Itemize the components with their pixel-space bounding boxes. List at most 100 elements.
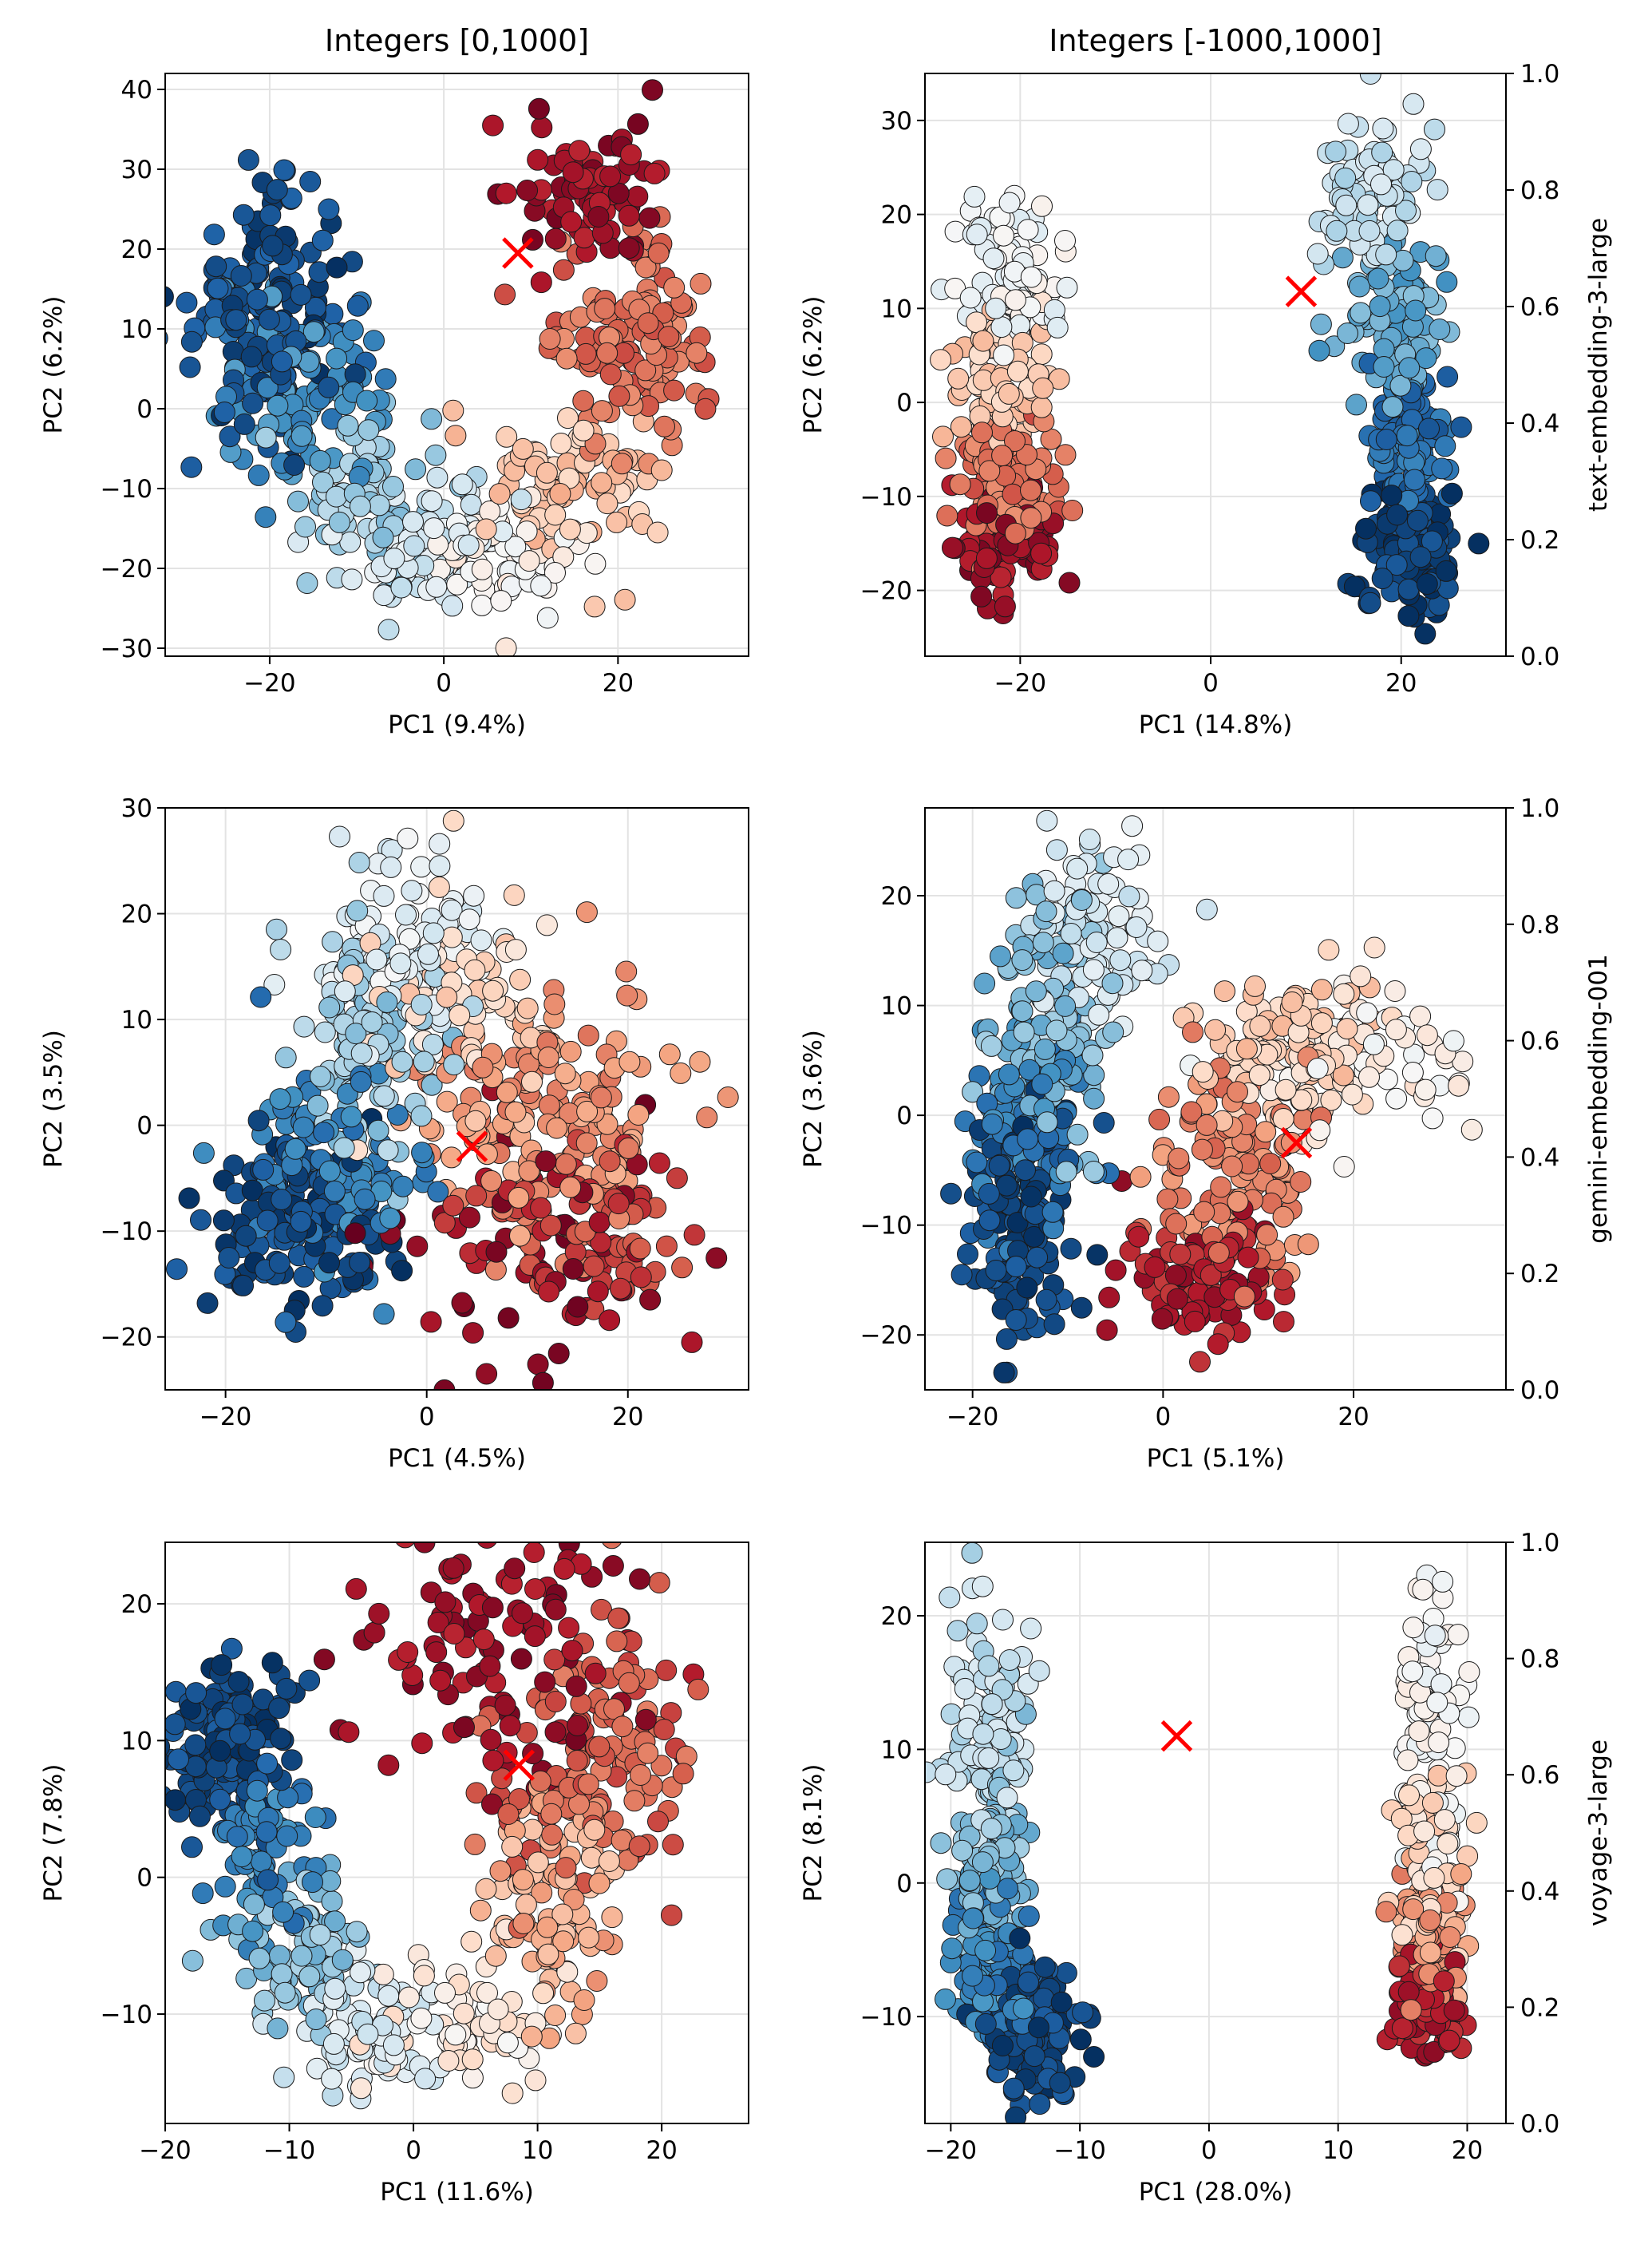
data-point	[655, 1659, 678, 1681]
data-point	[1371, 568, 1393, 590]
data-point	[357, 2023, 379, 2045]
data-point	[521, 1071, 543, 1093]
data-point	[992, 1609, 1014, 1631]
data-point	[966, 224, 988, 246]
data-point	[1144, 1256, 1166, 1278]
data-point	[257, 1869, 279, 1891]
y-tick-label: 30	[881, 107, 912, 136]
data-point	[572, 419, 595, 441]
data-point	[518, 1160, 540, 1182]
data-point	[947, 367, 970, 390]
data-point	[520, 2025, 543, 2048]
axes-frame	[924, 73, 1507, 657]
data-point	[1117, 849, 1140, 871]
y-tick-label: 10	[881, 295, 912, 323]
data-point	[516, 997, 539, 1019]
data-point	[1359, 592, 1381, 614]
data-point	[256, 1752, 279, 1775]
data-point	[1403, 469, 1425, 491]
data-point	[1372, 117, 1394, 140]
data-point	[272, 1901, 294, 1923]
data-point	[268, 1945, 290, 1967]
y-tick-label: −20	[860, 1321, 912, 1350]
y-tick-label: 0	[136, 1864, 152, 1893]
data-point	[372, 526, 394, 548]
data-point	[350, 2077, 372, 2100]
data-point	[947, 1620, 969, 1642]
data-point	[345, 1023, 367, 1045]
data-point	[1409, 546, 1432, 568]
data-points	[165, 1542, 709, 2110]
data-point	[290, 425, 313, 447]
data-point	[356, 390, 378, 412]
data-point	[1052, 942, 1074, 964]
data-point	[1098, 1286, 1120, 1308]
data-point	[614, 588, 636, 611]
data-point	[421, 408, 443, 430]
data-point	[559, 518, 581, 540]
data-point	[1129, 1166, 1152, 1188]
data-point	[247, 464, 270, 486]
data-point	[1343, 576, 1365, 598]
data-point	[306, 1094, 329, 1117]
data-point	[512, 1602, 533, 1625]
data-point	[717, 1086, 739, 1108]
data-point	[509, 968, 532, 991]
data-point	[1424, 1625, 1446, 1647]
data-point	[1148, 1108, 1171, 1130]
data-point	[368, 1602, 390, 1625]
data-point	[509, 1225, 531, 1247]
data-point	[165, 286, 174, 307]
y-tick-label: −10	[101, 2001, 152, 2029]
data-point	[1030, 542, 1053, 564]
data-point	[508, 1788, 530, 1810]
data-point	[313, 1648, 335, 1671]
data-point	[318, 376, 340, 398]
data-point	[504, 1101, 527, 1123]
data-point	[349, 1252, 371, 1273]
highlight-x-marker	[1285, 275, 1318, 307]
data-point	[389, 952, 412, 975]
data-point	[577, 1773, 599, 1795]
x-axis-label: PC1 (14.8%)	[1139, 710, 1293, 739]
x-tick-label: −10	[263, 2136, 315, 2165]
data-point	[422, 922, 445, 944]
data-point	[1196, 1114, 1218, 1136]
data-point	[425, 444, 447, 466]
data-point	[489, 1860, 512, 1882]
data-point	[1233, 1285, 1255, 1308]
data-point	[557, 407, 579, 429]
data-point	[274, 1981, 296, 2004]
data-point	[1011, 1000, 1033, 1023]
data-point	[512, 1913, 535, 1934]
data-point	[1448, 1075, 1470, 1097]
data-point	[662, 1834, 684, 1856]
data-point	[501, 2082, 524, 2104]
data-point	[1275, 1078, 1297, 1101]
data-point	[577, 1024, 599, 1047]
x-tick-label: 20	[603, 669, 634, 698]
data-point	[406, 1235, 429, 1257]
data-point	[653, 1719, 675, 1740]
data-point	[981, 1113, 1003, 1135]
data-point	[1421, 1791, 1444, 1814]
data-point	[1180, 1101, 1203, 1123]
data-point	[1043, 1313, 1065, 1336]
data-point	[1418, 418, 1440, 440]
data-point	[433, 1212, 456, 1234]
data-point	[1363, 936, 1385, 959]
data-point	[536, 461, 558, 484]
right-tick-label: 1.0	[1520, 1529, 1559, 1557]
data-point	[429, 833, 451, 855]
data-point	[270, 939, 292, 960]
data-point	[588, 1211, 611, 1233]
data-point	[1272, 1205, 1294, 1228]
data-point	[1056, 276, 1078, 299]
x-tick-label: −20	[947, 1403, 998, 1431]
data-point	[544, 1598, 567, 1621]
data-point	[475, 518, 497, 540]
data-point	[623, 1790, 646, 1812]
data-point	[403, 535, 425, 557]
data-point	[377, 1754, 400, 1776]
